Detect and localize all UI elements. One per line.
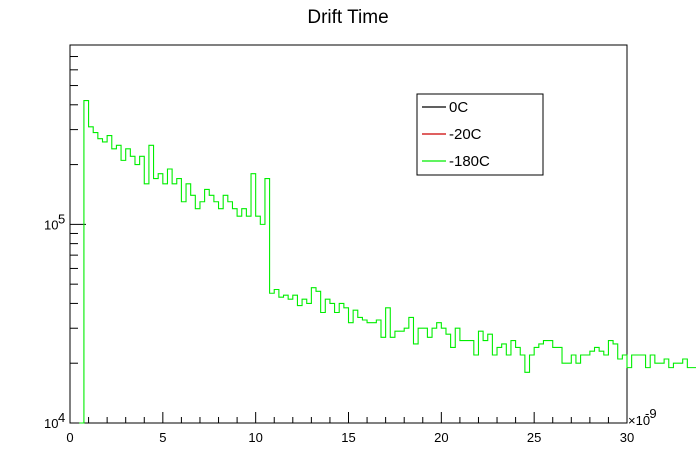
y-tick-label-exponent: 5 xyxy=(58,211,65,226)
x-tick-label: 20 xyxy=(434,430,448,445)
x-multiplier-base: ×10 xyxy=(628,413,650,428)
x-axis: 0 5 10 15 20 25 30 xyxy=(66,412,634,445)
legend-label: -180C xyxy=(449,153,490,170)
x-tick-label: 0 xyxy=(66,430,73,445)
chart-title: Drift Time xyxy=(307,7,388,28)
x-tick-label: 30 xyxy=(620,430,634,445)
legend-label: -20C xyxy=(449,126,482,143)
x-tick-label: 25 xyxy=(527,430,541,445)
series-line--180C xyxy=(79,100,696,424)
x-axis-multiplier: ×10 -9 xyxy=(628,406,657,428)
x-tick-label: 10 xyxy=(248,430,262,445)
y-tick-label-base: 10 xyxy=(44,217,58,232)
x-multiplier-exponent: -9 xyxy=(645,406,657,421)
y-tick-label-base: 10 xyxy=(44,416,58,431)
series-layer xyxy=(79,100,696,424)
legend: 0C -20C -180C xyxy=(416,93,544,176)
x-tick-label: 5 xyxy=(159,430,166,445)
y-tick-label-exponent: 4 xyxy=(58,410,65,425)
legend-label: 0C xyxy=(449,99,468,116)
x-tick-label: 15 xyxy=(341,430,355,445)
